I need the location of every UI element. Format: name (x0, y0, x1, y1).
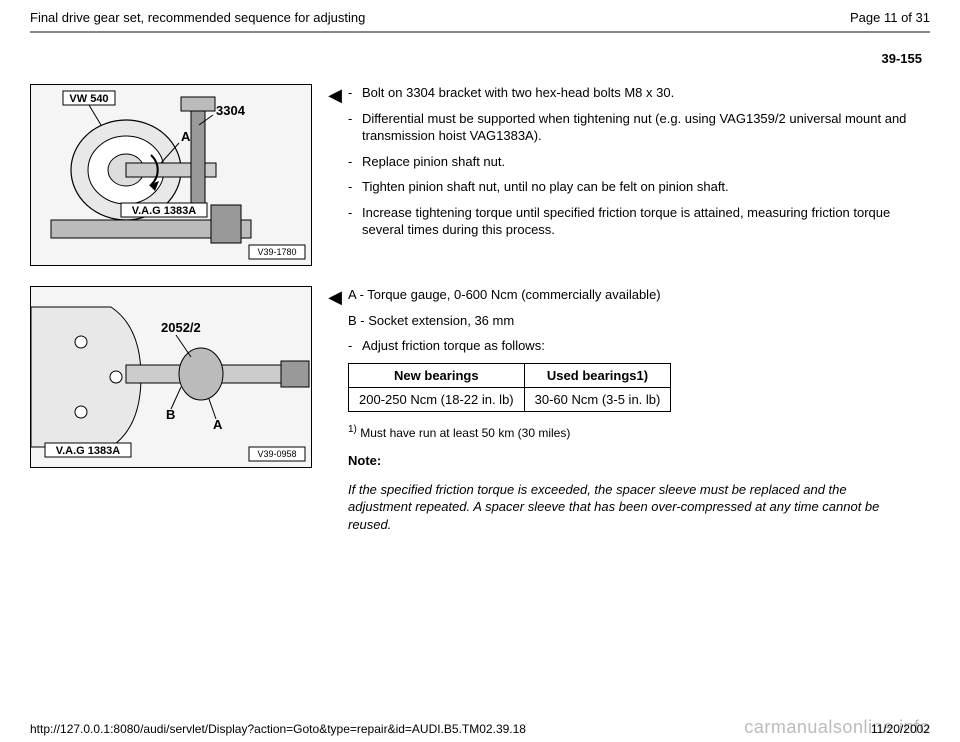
svg-text:V39-1780: V39-1780 (257, 247, 296, 257)
footer-url: http://127.0.0.1:8080/audi/servlet/Displ… (30, 722, 526, 736)
page-footer: http://127.0.0.1:8080/audi/servlet/Displ… (30, 722, 930, 736)
list-item: -Differential must be supported when tig… (348, 110, 910, 145)
figure-2: 2052/2 B A V.A.G 1383A V39-0958 (30, 286, 312, 468)
svg-text:3304: 3304 (216, 103, 246, 118)
table-header: New bearings (349, 363, 525, 387)
pointer-icon: ◀ (312, 84, 348, 104)
table-header: Used bearings1) (524, 363, 671, 387)
section-1-bullets: -Bolt on 3304 bracket with two hex-head … (348, 84, 910, 239)
table-row: 200-250 Ncm (18-22 in. lb) 30-60 Ncm (3-… (349, 387, 671, 411)
list-item: -Bolt on 3304 bracket with two hex-head … (348, 84, 910, 102)
section-2: 2052/2 B A V.A.G 1383A V39-0958 ◀ A - To… (30, 286, 930, 546)
section-1: VW 540 3304 A V.A.G 1383A V39-1780 ◀ -Bo… (30, 84, 930, 266)
page-number: 39-155 (30, 51, 930, 66)
svg-text:2052/2: 2052/2 (161, 320, 201, 335)
figure-1: VW 540 3304 A V.A.G 1383A V39-1780 (30, 84, 312, 266)
note-label: Note: (348, 453, 910, 468)
list-item: -Tighten pinion shaft nut, until no play… (348, 178, 910, 196)
table-row: New bearings Used bearings1) (349, 363, 671, 387)
footer-date: 11/20/2002 (871, 722, 930, 736)
pointer-icon: ◀ (312, 286, 348, 306)
header-page-indicator: Page 11 of 31 (850, 10, 930, 25)
table-footnote: 1) Must have run at least 50 km (30 mile… (348, 424, 910, 440)
svg-text:V39-0958: V39-0958 (257, 449, 296, 459)
page-header: Final drive gear set, recommended sequen… (30, 10, 930, 31)
section-2-bullets: -Adjust friction torque as follows: (348, 337, 910, 355)
svg-text:A: A (181, 129, 191, 144)
list-item: -Adjust friction torque as follows: (348, 337, 910, 355)
friction-torque-table: New bearings Used bearings1) 200-250 Ncm… (348, 363, 671, 412)
svg-text:A: A (213, 417, 223, 432)
svg-text:V.A.G 1383A: V.A.G 1383A (56, 445, 120, 457)
line-a: A - Torque gauge, 0-600 Ncm (commerciall… (348, 286, 910, 304)
header-rule (30, 31, 930, 33)
list-item: -Replace pinion shaft nut. (348, 153, 910, 171)
note-body: If the specified friction torque is exce… (348, 481, 910, 534)
header-title: Final drive gear set, recommended sequen… (30, 10, 365, 25)
svg-text:VW 540: VW 540 (69, 93, 108, 105)
svg-text:V.A.G 1383A: V.A.G 1383A (132, 205, 196, 217)
table-cell: 30-60 Ncm (3-5 in. lb) (524, 387, 671, 411)
list-item: -Increase tightening torque until specif… (348, 204, 910, 239)
table-cell: 200-250 Ncm (18-22 in. lb) (349, 387, 525, 411)
svg-text:B: B (166, 407, 175, 422)
line-b: B - Socket extension, 36 mm (348, 312, 910, 330)
